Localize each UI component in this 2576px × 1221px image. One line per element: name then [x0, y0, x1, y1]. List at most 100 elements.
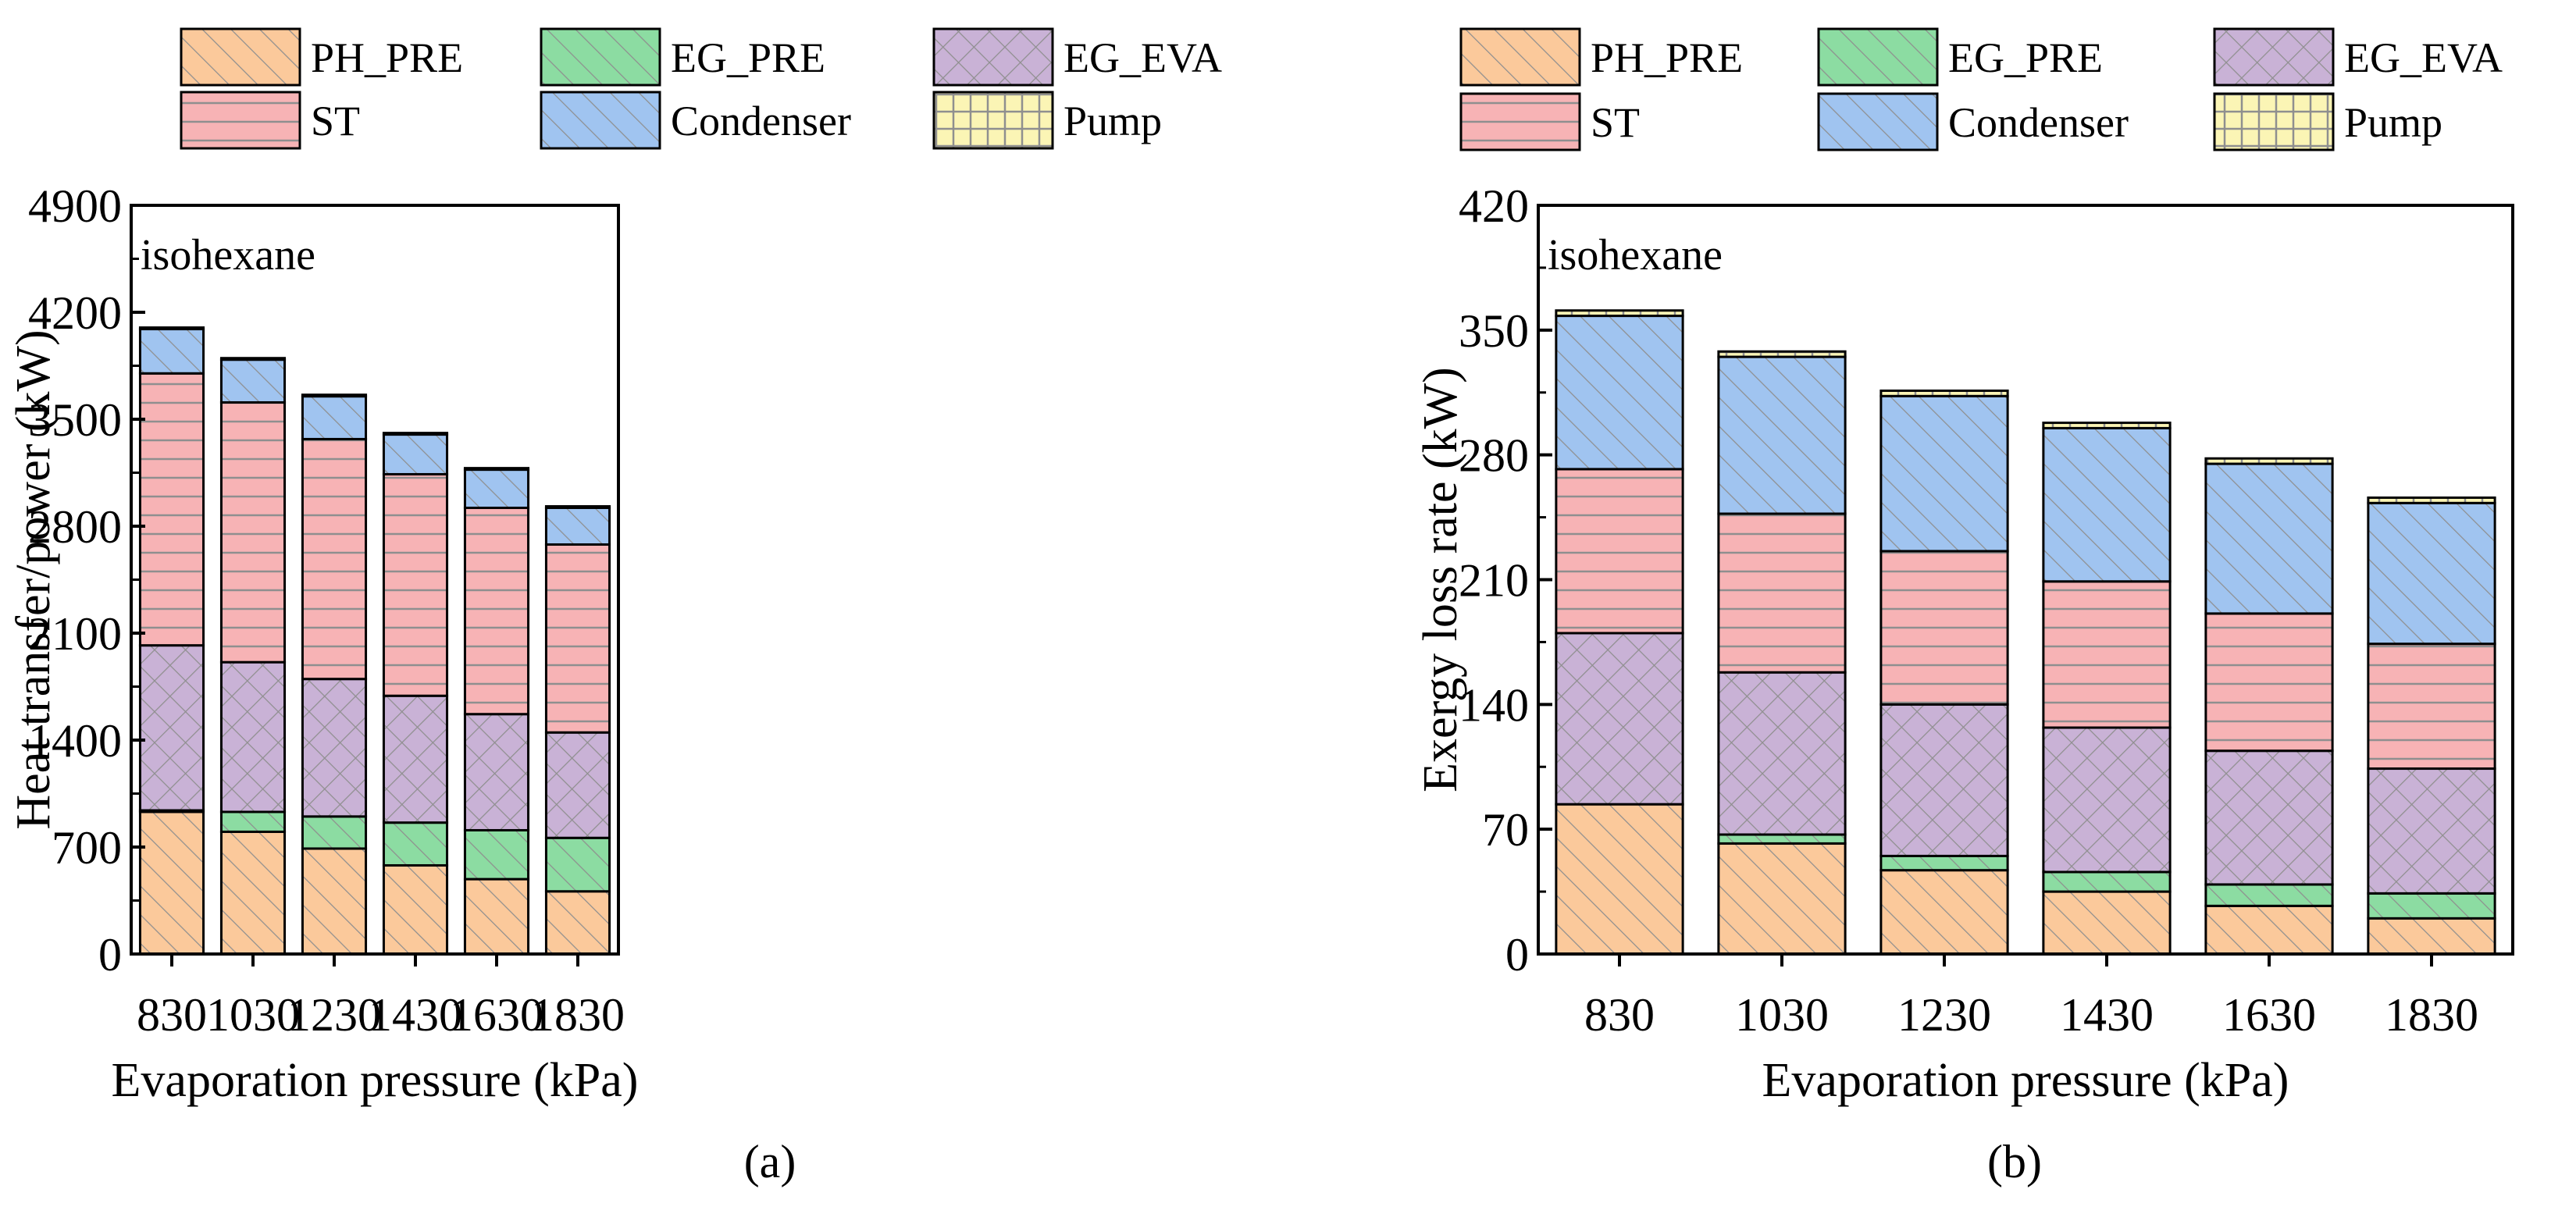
bar-st-1030	[1717, 512, 1847, 674]
panel-caption: (a)	[744, 1136, 796, 1187]
y-tick-label: 2800	[28, 501, 122, 553]
bar-eg-eva-830	[138, 644, 205, 812]
y-tick-label: 4200	[28, 287, 122, 339]
bar-condenser-1830	[2367, 501, 2496, 646]
legend-label: EG_EVA	[2344, 34, 2503, 81]
bar-condenser-1830	[544, 507, 611, 546]
x-tick-label: 1230	[287, 989, 381, 1041]
bar-eg-eva-1230	[1879, 703, 2009, 857]
legend-swatch-ph-pre	[1459, 27, 1581, 87]
bar-eg-eva-1630	[2204, 749, 2334, 886]
bar-eg-pre-1430	[382, 821, 449, 867]
bar-st-1630	[463, 507, 530, 716]
y-tick-label: 2100	[28, 608, 122, 660]
x-tick-label: 1830	[531, 989, 625, 1041]
y-axis-title: Exergy loss rate (kW)	[1414, 367, 1467, 792]
bar-st-830	[1555, 468, 1684, 635]
legend-item-condenser: Condenser	[1817, 92, 2129, 151]
legend: PH_PRE EG_PRE EG_EVA ST Condenser Pump	[1459, 27, 2503, 151]
legend-swatch-condenser	[1817, 92, 1939, 151]
legend-item-ph-pre: PH_PRE	[1459, 27, 1743, 87]
legend-item-ph-pre: PH_PRE	[180, 27, 463, 87]
bar-eg-pre-1630	[2204, 883, 2334, 907]
legend-label: EG_PRE	[1948, 34, 2103, 81]
annotation-label: isohexane	[1548, 231, 1723, 279]
bar-eg-eva-1630	[463, 713, 530, 831]
bar-ph-pre-1630	[463, 877, 530, 956]
legend-label: EG_PRE	[671, 34, 825, 81]
bar-ph-pre-1430	[2042, 890, 2172, 956]
legend-item-eg-eva: EG_EVA	[932, 27, 1222, 87]
x-tick-label: 1430	[2060, 989, 2154, 1041]
bar-st-830	[138, 372, 205, 647]
legend: PH_PRE EG_PRE EG_EVA ST Condenser Pump	[180, 27, 1222, 150]
bar-pump-1230	[301, 393, 368, 398]
x-tick-label: 1430	[369, 989, 462, 1041]
bar-eg-pre-1830	[2367, 892, 2496, 920]
bar-eg-eva-1030	[219, 660, 287, 813]
legend-label: Pump	[1064, 98, 1162, 144]
bar-st-1030	[219, 400, 287, 664]
bar-ph-pre-1030	[1717, 842, 1847, 956]
panel-b-exergy-loss-chart: 0 70 140 210 280 350 420 830 1030 1230 1430 1630 183…	[1414, 27, 2514, 1187]
bar-condenser-1630	[463, 468, 530, 510]
bar-eg-eva-830	[1555, 632, 1684, 806]
y-tick-label: 210	[1459, 555, 1529, 607]
bar-eg-pre-1030	[1717, 833, 1847, 845]
x-tick-label: 1030	[1735, 989, 1829, 1041]
bar-condenser-1030	[219, 358, 287, 404]
bar-condenser-1230	[1879, 394, 2009, 553]
legend-item-eg-pre: EG_PRE	[540, 27, 825, 87]
x-tick-label: 1630	[450, 989, 543, 1041]
x-axis: 830 1030 1230 1430 1630 1830	[1584, 954, 2478, 1041]
bar-eg-eva-1830	[2367, 767, 2496, 895]
bar-pump-1430	[2042, 422, 2172, 429]
bar-pump-1430	[382, 432, 449, 436]
y-axis-title: Heat transfer/power (kW)	[7, 329, 60, 829]
bar-st-1430	[382, 472, 449, 697]
legend-label: Condenser	[1948, 99, 2129, 146]
bar-condenser-1430	[382, 433, 449, 475]
legend-item-st: ST	[180, 91, 360, 150]
bar-condenser-830	[1555, 315, 1684, 471]
bars	[138, 326, 611, 956]
legend-swatch-eg-pre	[540, 27, 661, 87]
bar-ph-pre-1630	[2204, 904, 2334, 956]
bar-pump-1630	[2204, 457, 2334, 465]
legend-swatch-st	[1459, 92, 1581, 151]
y-tick-label: 4900	[28, 180, 122, 232]
x-axis-title: Evaporation pressure (kPa)	[112, 1054, 639, 1107]
bar-eg-eva-1430	[2042, 726, 2172, 874]
bar-ph-pre-1830	[544, 890, 611, 956]
bar-st-1430	[2042, 580, 2172, 729]
bar-ph-pre-830	[1555, 803, 1684, 956]
bar-eg-pre-1230	[301, 815, 368, 850]
plot-frame	[1537, 204, 2514, 956]
x-tick-label: 1230	[1897, 989, 1991, 1041]
bar-pump-1830	[544, 505, 611, 510]
bar-condenser-1430	[2042, 426, 2172, 583]
legend-label: EG_EVA	[1064, 34, 1222, 81]
legend-swatch-pump	[932, 91, 1054, 150]
legend-label: Condenser	[671, 98, 851, 144]
y-tick-label: 1400	[28, 715, 122, 767]
bar-ph-pre-1830	[2367, 917, 2496, 956]
bar-pump-1230	[1879, 389, 2009, 397]
bar-pump-1830	[2367, 496, 2496, 504]
legend-label: PH_PRE	[1591, 34, 1743, 81]
legend-swatch-eg-eva	[2213, 27, 2335, 87]
bar-ph-pre-1030	[219, 830, 287, 956]
legend-label: ST	[311, 98, 360, 144]
legend-swatch-condenser	[540, 91, 661, 150]
bar-pump-830	[1555, 309, 1684, 318]
bar-eg-pre-1030	[219, 810, 287, 833]
y-tick-label: 140	[1459, 679, 1529, 731]
y-tick-label: 3500	[28, 394, 122, 446]
bar-pump-1030	[1717, 350, 1847, 358]
y-tick-label: 420	[1459, 180, 1529, 232]
legend-swatch-eg-eva	[932, 27, 1054, 87]
bar-st-1830	[2367, 643, 2496, 771]
bar-condenser-1230	[301, 395, 368, 440]
y-tick-label: 70	[1482, 804, 1529, 856]
